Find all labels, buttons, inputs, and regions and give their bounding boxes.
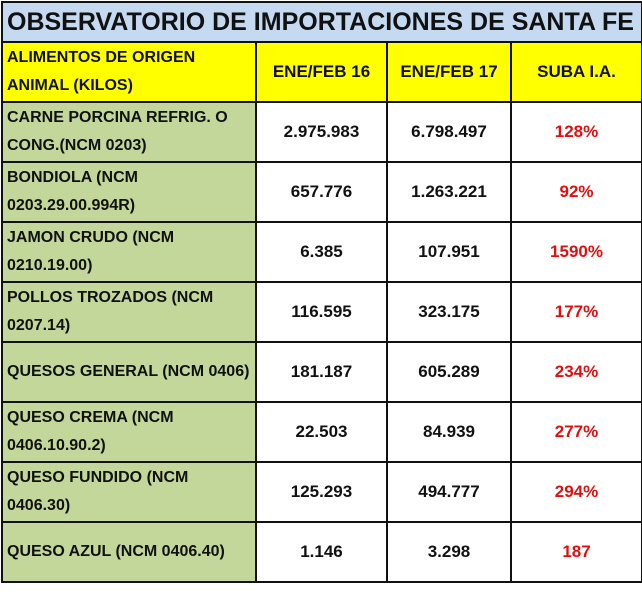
feb16-cell: 6.385 [255,221,388,283]
feb17-cell: 323.175 [386,281,512,343]
product-cell: QUESO FUNDIDO (NCM 0406.30) [1,461,257,523]
header-increase: SUBA I.A. [509,41,642,103]
header-feb16: ENE/FEB 16 [255,41,388,103]
increase-cell: 234% [509,341,642,403]
table-row: QUESO AZUL (NCM 0406.40) 1.146 3.298 187 [1,521,642,583]
increase-cell: 128% [509,101,642,163]
table-row: POLLOS TROZADOS (NCM 0207.14) 116.595 323.… [1,281,642,343]
feb17-cell: 6.798.497 [386,101,512,163]
increase-cell: 277% [509,401,642,463]
increase-cell: 177% [509,281,642,343]
table-title: OBSERVATORIO DE IMPORTACIONES DE SANTA F… [0,1,642,43]
product-cell: JAMON CRUDO (NCM 0210.19.00) [1,221,257,283]
feb16-cell: 181.187 [255,341,388,403]
table-row: QUESO FUNDIDO (NCM 0406.30) 125.293 494.77… [1,461,642,523]
feb16-cell: 22.503 [255,401,388,463]
feb16-cell: 2.975.983 [255,101,388,163]
feb17-cell: 1.263.221 [386,161,512,223]
table-row: CARNE PORCINA REFRIG. O CONG.(NCM 0203) 2… [1,101,642,163]
increase-cell: 294% [509,461,642,523]
product-cell: BONDIOLA (NCM 0203.29.00.994R) [1,161,257,223]
imports-table: OBSERVATORIO DE IMPORTACIONES DE SANTA F… [0,1,642,583]
feb17-cell: 494.777 [386,461,512,523]
product-cell: QUESO CREMA (NCM 0406.10.90.2) [1,401,257,463]
product-cell: QUESO AZUL (NCM 0406.40) [1,521,257,583]
product-cell: CARNE PORCINA REFRIG. O CONG.(NCM 0203) [1,101,257,163]
header-product: ALIMENTOS DE ORIGEN ANIMAL (KILOS) [1,41,257,103]
table-row: BONDIOLA (NCM 0203.29.00.994R) 657.776 1.2… [1,161,642,223]
product-cell: POLLOS TROZADOS (NCM 0207.14) [1,281,257,343]
feb17-cell: 84.939 [386,401,512,463]
table-row: QUESO CREMA (NCM 0406.10.90.2) 22.503 84.9… [1,401,642,463]
increase-cell: 92% [509,161,642,223]
table-row: QUESOS GENERAL (NCM 0406) 181.187 605.289 2… [1,341,642,403]
table-row: JAMON CRUDO (NCM 0210.19.00) 6.385 107.951… [1,221,642,283]
increase-cell: 1590% [509,221,642,283]
feb16-cell: 1.146 [255,521,388,583]
increase-cell: 187 [509,521,642,583]
feb16-cell: 657.776 [255,161,388,223]
header-feb17: ENE/FEB 17 [386,41,512,103]
feb17-cell: 107.951 [386,221,512,283]
feb16-cell: 116.595 [255,281,388,343]
feb17-cell: 605.289 [386,341,512,403]
feb17-cell: 3.298 [386,521,512,583]
feb16-cell: 125.293 [255,461,388,523]
product-cell: QUESOS GENERAL (NCM 0406) [1,341,257,403]
